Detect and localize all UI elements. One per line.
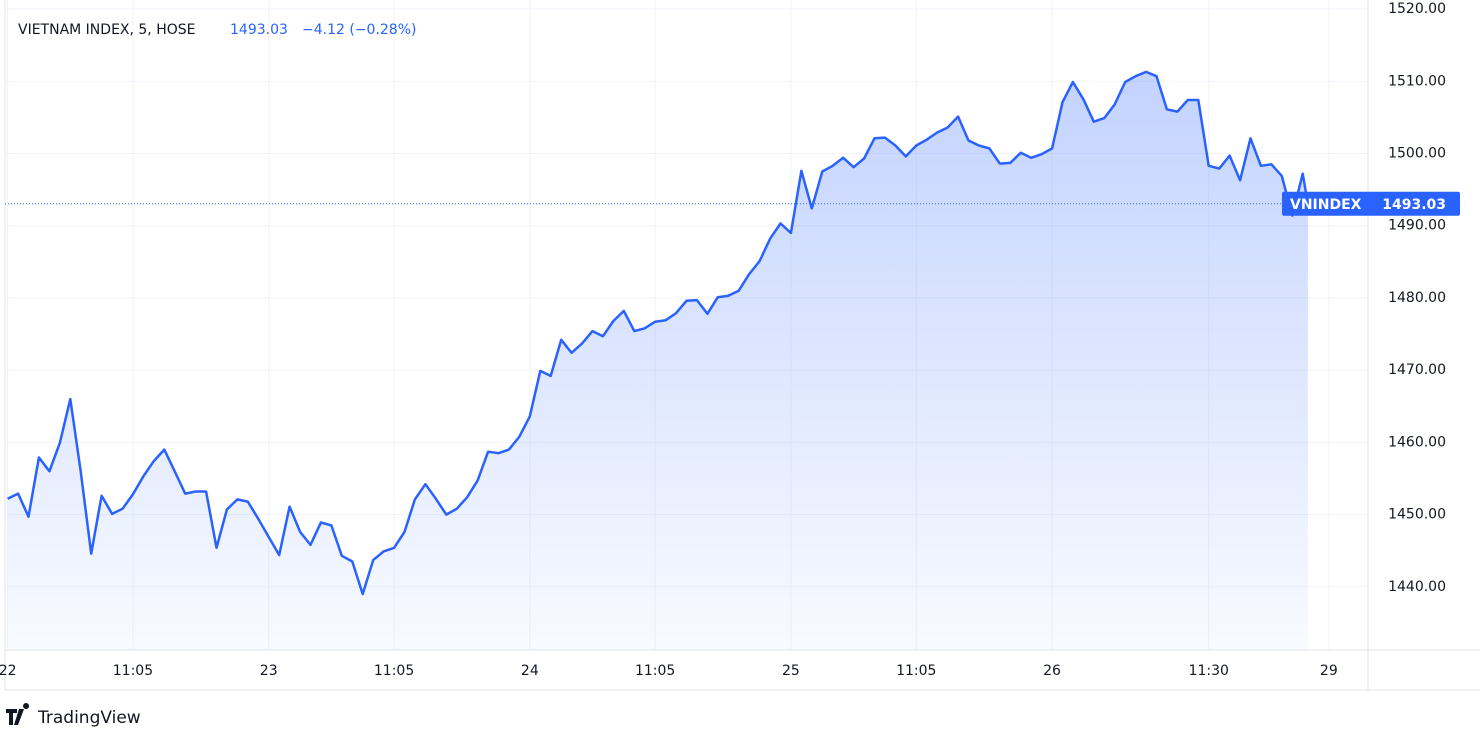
y-tick-label: 1520.00 bbox=[1388, 1, 1446, 17]
axes: 1440.00 1450.00 1460.00 1470.00 1480.00 1490.… bbox=[0, 1, 1446, 679]
y-tick-label: 1450.00 bbox=[1388, 507, 1446, 523]
x-tick-label: 22 bbox=[0, 663, 17, 679]
logo-icon bbox=[6, 703, 30, 725]
y-tick-label: 1500.00 bbox=[1388, 145, 1446, 161]
x-tick-label: 11:05 bbox=[374, 663, 414, 679]
price-badge-value: 1493.03 bbox=[1382, 197, 1446, 213]
brand: TradingView bbox=[37, 708, 141, 728]
x-tick-label: 11:30 bbox=[1189, 663, 1229, 679]
x-tick-label: 26 bbox=[1043, 663, 1061, 679]
x-tick-label: 11:05 bbox=[635, 663, 675, 679]
logo: TradingView bbox=[6, 703, 141, 728]
y-tick-label: 1460.00 bbox=[1388, 434, 1446, 450]
y-tick-label: 1480.00 bbox=[1388, 290, 1446, 306]
plot-area bbox=[7, 70, 1310, 650]
area bbox=[7, 71, 1308, 650]
price-badge-name: VNINDEX bbox=[1290, 197, 1362, 213]
y-tick-label: 1490.00 bbox=[1388, 218, 1446, 234]
y-tick-label: 1440.00 bbox=[1388, 579, 1446, 595]
line bbox=[7, 70, 1310, 596]
x-tick-label: 11:05 bbox=[113, 663, 153, 679]
y-tick-label: 1510.00 bbox=[1388, 73, 1446, 89]
x-tick-label: 11:05 bbox=[896, 663, 936, 679]
symbol: VIETNAM INDEX, 5, HOSE bbox=[18, 22, 196, 38]
x-tick-label: 24 bbox=[521, 663, 539, 679]
x-tick-label: 29 bbox=[1320, 663, 1338, 679]
x-tick-label: 25 bbox=[782, 663, 800, 679]
y-tick-label: 1470.00 bbox=[1388, 362, 1446, 378]
last-price: 1493.03 bbox=[230, 22, 288, 38]
price-change: −4.12 (−0.28%) bbox=[302, 22, 416, 38]
price-badge bbox=[1282, 191, 1460, 216]
x-tick-label: 23 bbox=[260, 663, 278, 679]
